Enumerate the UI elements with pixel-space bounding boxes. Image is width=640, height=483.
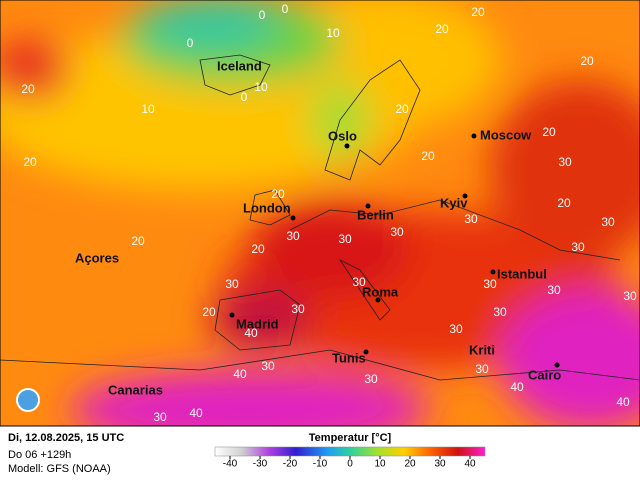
contour-label: 40	[189, 406, 203, 420]
contour-label: 0	[282, 2, 289, 16]
contour-label: 30	[286, 229, 300, 243]
city-label: Oslo	[328, 128, 357, 143]
contour-label: 10	[326, 26, 340, 40]
contour-label: 20	[21, 82, 35, 96]
map-frame	[0, 0, 640, 427]
legend-tick-label: 10	[374, 459, 386, 470]
contour-label: 20	[251, 242, 265, 256]
city-dot	[229, 312, 235, 318]
contour-label: 30	[291, 302, 305, 316]
city-label: London	[243, 200, 291, 215]
city-label: Iceland	[217, 58, 262, 73]
contour-label: 30	[483, 277, 497, 291]
contour-label: 30	[352, 275, 366, 289]
city-dot	[375, 297, 381, 303]
legend-tick-label: -10	[313, 459, 328, 470]
colorbar	[214, 446, 486, 457]
city-label: Moscow	[480, 127, 532, 142]
legend-tick-label: -30	[253, 459, 268, 470]
contour-label: 20	[23, 155, 37, 169]
city-dot	[290, 215, 296, 221]
contour-label: 20	[131, 234, 145, 248]
contour-label: 10	[254, 80, 268, 94]
contour-label: 20	[580, 54, 594, 68]
contour-label: 0	[259, 8, 266, 22]
contour-label: 30	[338, 232, 352, 246]
contour-label: 30	[449, 322, 463, 336]
contour-label: 20	[471, 5, 485, 19]
city-label: Madrid	[236, 316, 279, 331]
contour-label: 30	[571, 240, 585, 254]
contour-label: 30	[390, 225, 404, 239]
contour-label: 0	[187, 36, 194, 50]
footer-lead: Do 06 +129h	[8, 449, 71, 461]
contour-label: 40	[510, 380, 524, 394]
contour-label: 0	[241, 90, 248, 104]
contour-label: 30	[601, 215, 615, 229]
city-label: Canarias	[108, 382, 163, 397]
legend-tick-label: -40	[223, 459, 238, 470]
legend-tick-label: 30	[434, 459, 446, 470]
legend-tick-label: 40	[464, 459, 476, 470]
contour-label: 20	[557, 196, 571, 210]
contour-label: 30	[623, 289, 637, 303]
contour-label: 30	[475, 362, 489, 376]
contour-label: 20	[202, 305, 216, 319]
contour-label: 20	[271, 187, 285, 201]
city-dot	[363, 349, 369, 355]
footer-date: Di, 12.08.2025, 15 UTC	[8, 432, 124, 444]
city-label: Berlin	[357, 207, 394, 222]
contour-label: 40	[616, 395, 630, 409]
contour-label: 30	[364, 372, 378, 386]
city-dot	[490, 269, 496, 275]
contour-label: 30	[225, 277, 239, 291]
city-label: Istanbul	[497, 266, 547, 281]
city-dot	[365, 203, 371, 209]
city-dot	[462, 193, 468, 199]
contour-label: 30	[493, 305, 507, 319]
legend-tick-label: 20	[404, 459, 416, 470]
contour-label: 40	[233, 367, 247, 381]
contour-label: 30	[547, 283, 561, 297]
contour-label: 20	[395, 102, 409, 116]
contour-label: 30	[558, 155, 572, 169]
city-label: Cairo	[528, 367, 561, 382]
city-label: Roma	[362, 284, 399, 299]
city-dot	[471, 133, 477, 139]
legend-tick-label: -20	[283, 459, 298, 470]
city-label: Kriti	[469, 342, 495, 357]
footer-model: Modell: GFS (NOAA)	[8, 463, 111, 475]
legend-tick-label: 0	[347, 459, 353, 470]
contour-label: 20	[542, 125, 556, 139]
temperature-field	[0, 0, 640, 426]
contour-label: 40	[244, 326, 258, 340]
city-dot	[554, 362, 560, 368]
contour-label: 20	[435, 22, 449, 36]
legend-title: Temperatur [°C]	[309, 432, 392, 444]
contour-label: 10	[141, 102, 155, 116]
city-label: Kyiv	[440, 195, 468, 210]
city-dot	[344, 143, 350, 149]
city-label: Açores	[75, 250, 119, 265]
contour-label: 20	[421, 149, 435, 163]
contour-label: 30	[261, 359, 275, 373]
city-label: Tunis	[332, 350, 366, 365]
contour-label: 30	[153, 410, 167, 424]
contour-label: 30	[464, 212, 478, 226]
